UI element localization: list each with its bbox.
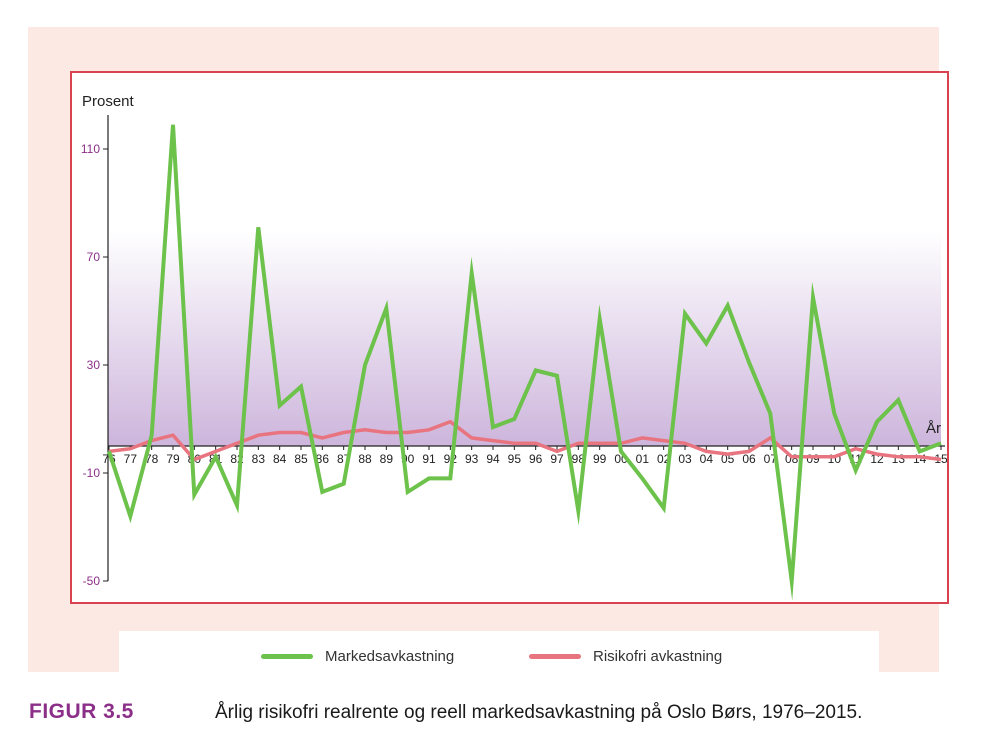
x-tick-label: 03: [678, 452, 692, 466]
y-tick-label: 70: [87, 250, 101, 264]
x-tick-label: 05: [721, 452, 735, 466]
x-tick-label: 83: [252, 452, 266, 466]
x-tick-label: 89: [380, 452, 394, 466]
x-tick-label: 99: [593, 452, 607, 466]
series-layer: [107, 124, 942, 601]
x-tick-label: 78: [145, 452, 159, 466]
x-tick-label: 85: [294, 452, 308, 466]
legend-item-market: Markedsavkastning: [261, 631, 454, 681]
y-tick-label: -10: [83, 466, 101, 480]
x-tick-label: 04: [700, 452, 714, 466]
figure-panel: Prosent År 110 70 30 -10 -50 76 77 78 79 80 81 82 8…: [28, 27, 949, 681]
legend-label-riskfree: Risikofri avkastning: [593, 647, 723, 665]
x-tick-label: 79: [166, 452, 180, 466]
figure-label: FIGUR 3.5: [29, 700, 134, 723]
x-tick-label: 77: [124, 452, 138, 466]
x-tick-label: 94: [486, 452, 500, 466]
x-tick-label: 06: [742, 452, 756, 466]
x-tick-label: 93: [465, 452, 479, 466]
x-tick-label: 84: [273, 452, 287, 466]
y-tick-label: 30: [87, 358, 101, 372]
plot-background-band: [108, 230, 941, 446]
x-tick-label: 96: [529, 452, 543, 466]
legend-swatch-riskfree: [529, 653, 581, 659]
legend-label-market: Markedsavkastning: [325, 647, 455, 665]
y-axis-title: Prosent: [82, 93, 135, 110]
y-ticks: 110 70 30 -10 -50: [81, 142, 108, 588]
y-tick-label: 110: [81, 142, 100, 156]
legend-swatch-market: [261, 653, 313, 659]
x-tick-label: 01: [636, 452, 650, 466]
x-tick-label: 97: [550, 452, 564, 466]
x-tick-label: 09: [806, 452, 820, 466]
series-line-market: [107, 124, 942, 601]
x-axis-title: År: [926, 420, 941, 437]
legend-item-riskfree: Risikofri avkastning: [529, 631, 722, 681]
legend: Markedsavkastning Risikofri avkastning: [119, 631, 879, 681]
chart-frame: Prosent År 110 70 30 -10 -50 76 77 78 79 80 81 82 8…: [70, 71, 949, 604]
x-tick-label: 88: [358, 452, 372, 466]
x-tick-label: 86: [316, 452, 330, 466]
x-tick-label: 13: [892, 452, 906, 466]
x-tick-label: 95: [508, 452, 522, 466]
y-tick-label: -50: [83, 574, 101, 588]
figure-caption: Årlig risikofri realrente og reell marke…: [215, 702, 863, 723]
x-tick-label: 91: [422, 452, 436, 466]
